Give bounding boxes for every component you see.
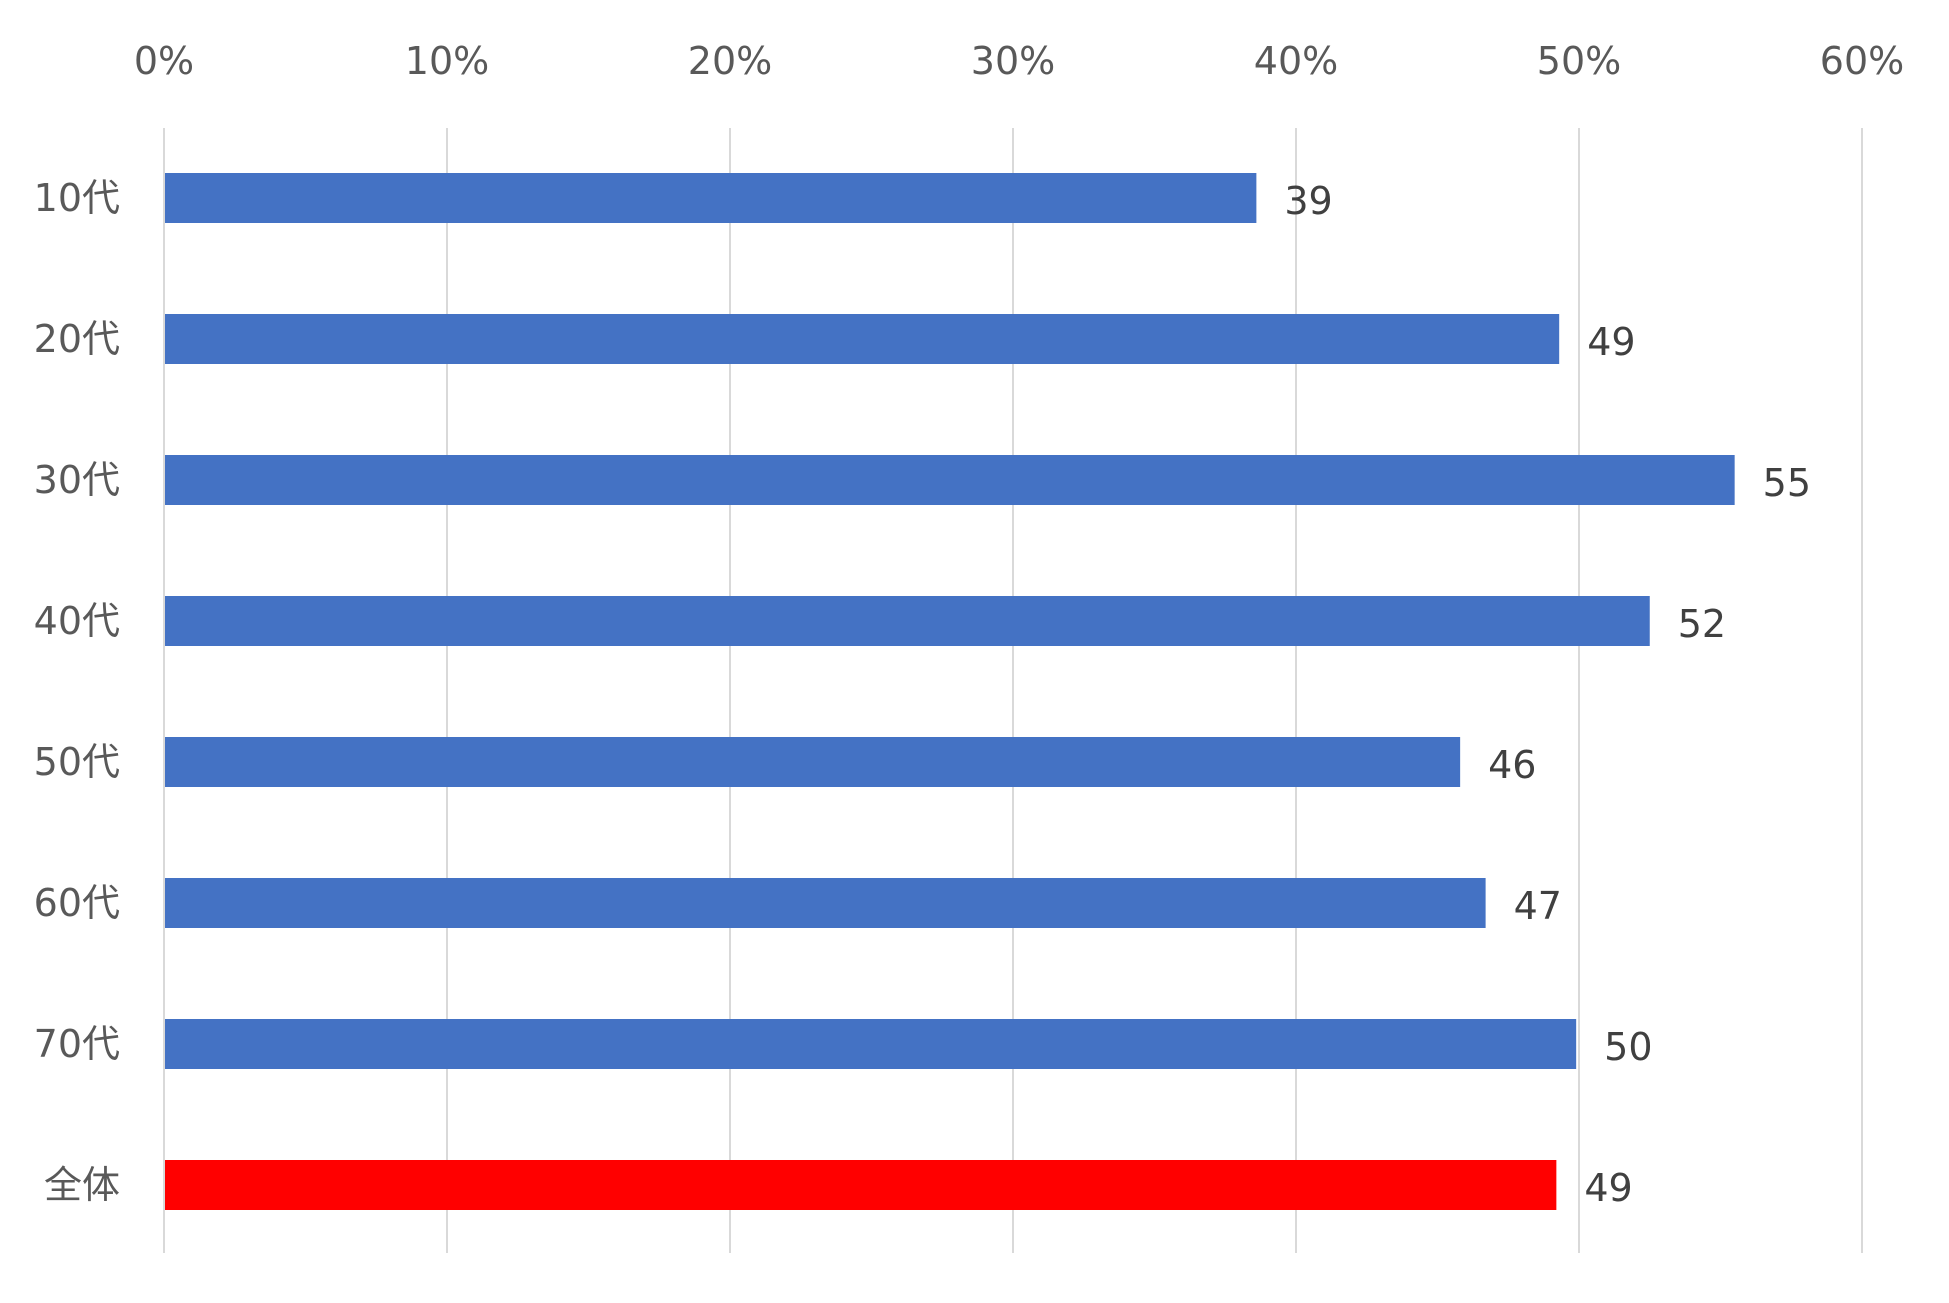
bar-3 bbox=[165, 596, 1650, 646]
category-label: 全体 bbox=[44, 1163, 120, 1207]
data-label: 52 bbox=[1678, 602, 1726, 646]
category-label: 30代 bbox=[34, 458, 120, 502]
x-tick-label: 10% bbox=[405, 39, 489, 83]
data-label: 46 bbox=[1488, 743, 1536, 787]
x-tick-label: 40% bbox=[1254, 39, 1338, 83]
data-label: 55 bbox=[1763, 461, 1811, 505]
x-tick-label: 50% bbox=[1537, 39, 1621, 83]
bar-5 bbox=[165, 878, 1486, 928]
bar-0 bbox=[165, 173, 1257, 223]
bar-6 bbox=[165, 1019, 1577, 1069]
data-label: 50 bbox=[1604, 1025, 1652, 1069]
category-label: 70代 bbox=[34, 1022, 120, 1066]
gridlines bbox=[163, 128, 1863, 1253]
x-tick-label: 30% bbox=[971, 39, 1055, 83]
x-tick-label: 0% bbox=[134, 39, 194, 83]
category-label: 10代 bbox=[34, 176, 120, 220]
data-label: 39 bbox=[1284, 179, 1332, 223]
category-label: 50代 bbox=[34, 740, 120, 784]
data-label: 49 bbox=[1584, 1166, 1632, 1210]
bars bbox=[165, 173, 1735, 1210]
bar-7 bbox=[165, 1160, 1557, 1210]
data-labels: 39 49 55 52 46 47 50 49 bbox=[1284, 179, 1811, 1210]
x-tick-label: 20% bbox=[688, 39, 772, 83]
bar-2 bbox=[165, 455, 1735, 505]
bar-1 bbox=[165, 314, 1560, 364]
x-axis-tick-labels: 0% 10% 20% 30% 40% 50% 60% bbox=[134, 39, 1904, 83]
category-label: 60代 bbox=[34, 881, 120, 925]
data-label: 47 bbox=[1514, 884, 1562, 928]
category-label: 40代 bbox=[34, 599, 120, 643]
data-label: 49 bbox=[1587, 320, 1635, 364]
category-label: 20代 bbox=[34, 317, 120, 361]
bar-4 bbox=[165, 737, 1461, 787]
x-tick-label: 60% bbox=[1820, 39, 1904, 83]
